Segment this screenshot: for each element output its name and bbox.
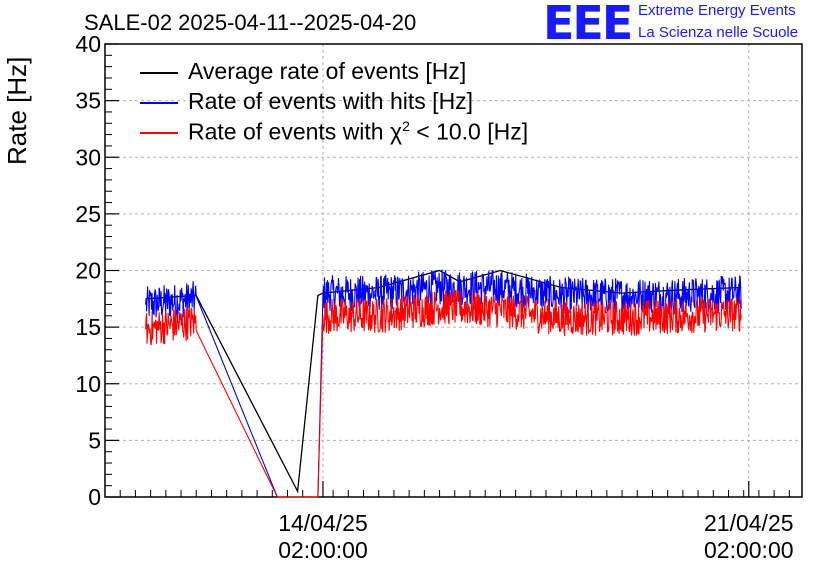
legend-label-average: Average rate of events [Hz] <box>188 58 467 84</box>
legend-label-chi2-prefix: Rate of events with χ <box>188 118 403 145</box>
eee-logo: EEE <box>543 0 633 50</box>
legend-label-chi2-sup: 2 <box>402 118 410 134</box>
y-tick-label-0: 0 <box>88 484 101 510</box>
logo-subtitle-2: La Scienza nelle Scuole <box>638 24 799 41</box>
x-tick-date-1: 14/04/25 <box>278 510 368 536</box>
series-line-2 <box>145 289 742 498</box>
legend-swatch-hits <box>140 102 178 104</box>
chart-title: SALE-02 2025-04-11--2025-04-20 <box>84 10 417 35</box>
y-tick-label-2: 10 <box>75 371 101 397</box>
series-line-1 <box>145 269 742 498</box>
x-tick-label-2: 21/04/25 02:00:00 <box>679 510 819 564</box>
legend-swatch-average <box>140 72 178 74</box>
legend-label-chi2: Rate of events with χ2 < 10.0 [Hz] <box>188 118 528 146</box>
y-tick-label-3: 15 <box>75 314 101 340</box>
y-tick-label-4: 20 <box>75 258 101 284</box>
legend-label-hits: Rate of events with hits [Hz] <box>188 88 474 114</box>
x-tick-label-1: 14/04/25 02:00:00 <box>253 510 393 564</box>
y-tick-label-8: 40 <box>75 31 101 57</box>
legend: Average rate of events [Hz] Rate of even… <box>140 58 600 148</box>
y-tick-label-7: 35 <box>75 88 101 114</box>
x-tick-time-2: 02:00:00 <box>704 537 794 563</box>
y-tick-label-6: 30 <box>75 144 101 170</box>
legend-swatch-chi2 <box>140 132 178 134</box>
logo-subtitle-1: Extreme Energy Events <box>638 2 796 19</box>
y-tick-label-5: 25 <box>75 201 101 227</box>
legend-entry-average: Average rate of events [Hz] <box>140 58 600 88</box>
legend-label-chi2-suffix: < 10.0 [Hz] <box>409 118 529 145</box>
x-tick-time-1: 02:00:00 <box>278 537 368 563</box>
legend-entry-hits: Rate of events with hits [Hz] <box>140 88 600 118</box>
x-tick-date-2: 21/04/25 <box>704 510 794 536</box>
legend-entry-chi2: Rate of events with χ2 < 10.0 [Hz] <box>140 118 600 148</box>
y-tick-label-1: 5 <box>88 427 101 453</box>
